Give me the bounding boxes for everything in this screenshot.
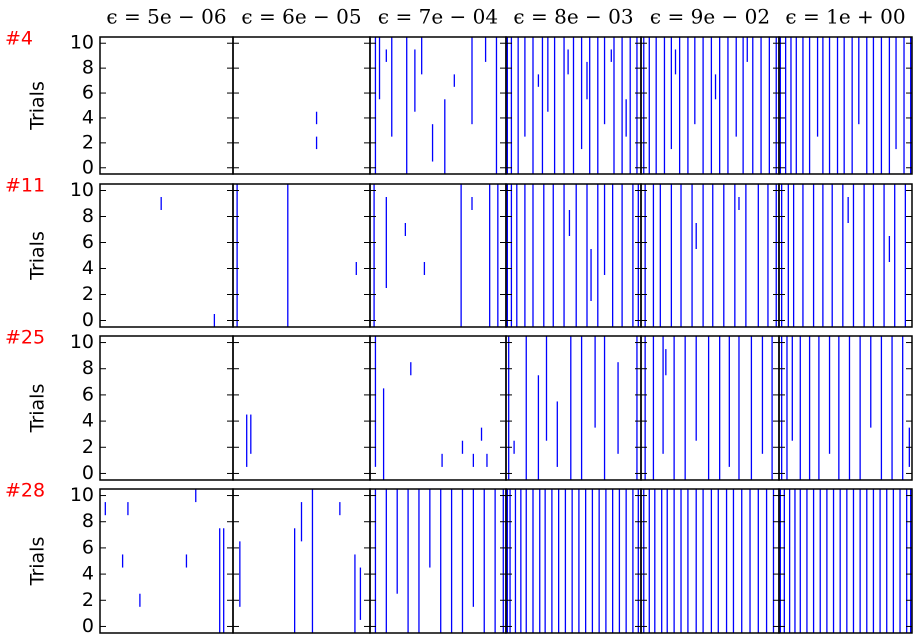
row-label: #11 <box>5 175 45 197</box>
y-tick-label: 6 <box>82 231 94 253</box>
column-title: ϵ = 9e − 02 <box>650 5 770 29</box>
y-tick-label: 8 <box>82 357 94 379</box>
y-axis-label: Trials <box>27 231 49 281</box>
row-label: #25 <box>5 327 45 349</box>
panel-frame <box>505 183 642 328</box>
row-label: #28 <box>5 480 45 502</box>
y-tick-label: 10 <box>70 32 94 54</box>
y-tick-label: 2 <box>82 131 94 153</box>
column-title: ϵ = 1e + 00 <box>785 5 905 29</box>
panel-frame <box>778 183 913 328</box>
y-tick-label: 10 <box>70 179 94 201</box>
y-tick-label: 8 <box>82 510 94 532</box>
column-title: ϵ = 7e − 04 <box>378 5 498 29</box>
y-tick-label: 0 <box>82 309 94 331</box>
y-tick-label: 0 <box>82 615 94 637</box>
panel-frame <box>778 488 913 634</box>
panel-frame <box>99 36 234 175</box>
panel-frame <box>640 335 780 481</box>
row-label: #4 <box>5 28 33 50</box>
y-axis-label: Trials <box>27 384 49 434</box>
panel-frame <box>640 36 780 175</box>
panel-frame <box>369 488 507 634</box>
y-tick-label: 6 <box>82 383 94 405</box>
y-tick-label: 8 <box>82 57 94 79</box>
y-tick-label: 2 <box>82 589 94 611</box>
y-tick-label: 6 <box>82 82 94 104</box>
y-tick-label: 6 <box>82 536 94 558</box>
y-tick-label: 10 <box>70 331 94 353</box>
panel-frame <box>369 335 507 481</box>
panel-frame <box>99 183 234 328</box>
column-title: ϵ = 8e − 03 <box>513 5 633 29</box>
y-tick-label: 2 <box>82 436 94 458</box>
y-tick-label: 2 <box>82 283 94 305</box>
y-tick-label: 0 <box>82 462 94 484</box>
panel-frame <box>778 36 913 175</box>
panel-frame <box>232 36 371 175</box>
y-tick-label: 4 <box>82 106 94 128</box>
column-title: ϵ = 5e − 06 <box>106 5 226 29</box>
y-tick-label: 8 <box>82 205 94 227</box>
y-tick-label: 4 <box>82 257 94 279</box>
panel-frame <box>99 488 234 634</box>
y-axis-label: Trials <box>27 537 49 587</box>
panel-frame <box>232 335 371 481</box>
panel-frame <box>232 183 371 328</box>
y-tick-label: 0 <box>82 156 94 178</box>
panel-frame <box>778 335 913 481</box>
y-tick-label: 10 <box>70 484 94 506</box>
panel-frame <box>369 183 507 328</box>
y-tick-label: 4 <box>82 410 94 432</box>
y-tick-label: 4 <box>82 563 94 585</box>
y-axis-label: Trials <box>27 81 49 131</box>
panel-frame <box>99 335 234 481</box>
column-title: ϵ = 6e − 05 <box>241 5 361 29</box>
